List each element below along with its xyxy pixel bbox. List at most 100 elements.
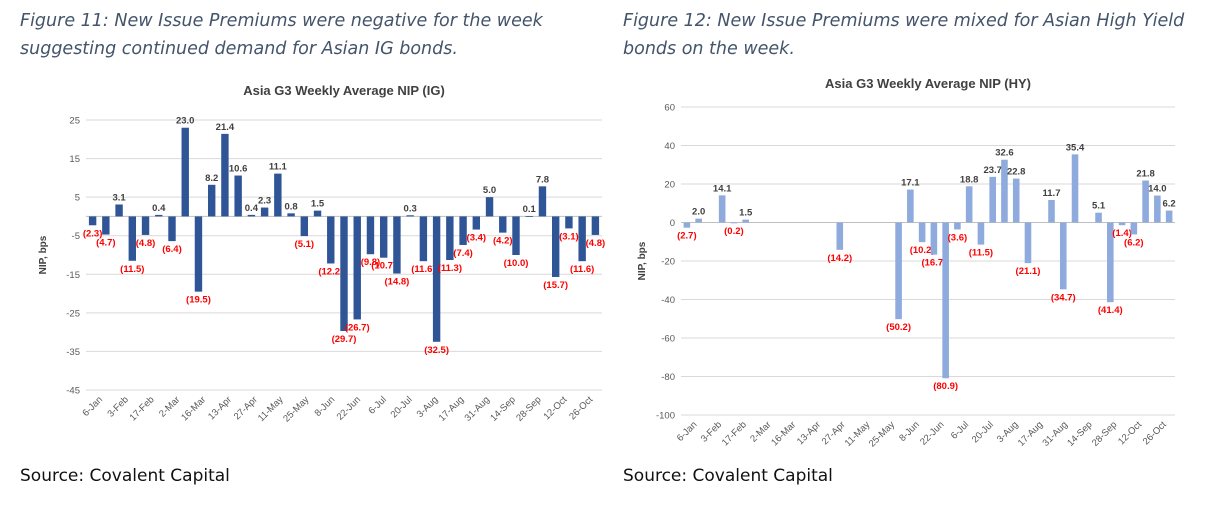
- y-axis-label: NIP, bps: [637, 241, 648, 280]
- y-tick-label: -15: [66, 270, 80, 281]
- bar: [977, 222, 985, 245]
- bar: [565, 216, 573, 229]
- bar: [300, 216, 309, 237]
- bar: [287, 213, 295, 217]
- bar: [1059, 222, 1067, 290]
- x-tick-label: 11-May: [843, 419, 873, 449]
- x-tick-label: 17-Feb: [720, 419, 749, 448]
- x-tick-label: 6-Jan: [675, 419, 700, 444]
- data-label: (10.2): [910, 245, 935, 256]
- x-tick-label: 13-Apr: [795, 419, 823, 447]
- data-label: 0.1: [523, 204, 537, 215]
- data-label: 23.0: [176, 116, 195, 127]
- data-label: 17.1: [901, 178, 920, 189]
- bar: [353, 216, 361, 320]
- data-label: (6.2): [1124, 237, 1144, 248]
- x-tick-label: 31-Aug: [1041, 419, 1070, 448]
- y-tick-label: -60: [661, 334, 675, 345]
- bar: [194, 216, 203, 292]
- data-label: 3.1: [112, 192, 126, 203]
- data-label: (9.8): [361, 257, 381, 268]
- bar: [730, 222, 738, 224]
- bar: [683, 222, 691, 228]
- x-tick-label: 25-May: [867, 419, 897, 449]
- x-tick-label: 25-May: [281, 394, 311, 424]
- data-label: (11.5): [120, 264, 144, 275]
- data-label: (1.4): [1112, 228, 1132, 239]
- chart-title: Asia G3 Weekly Average NIP (IG): [243, 83, 445, 98]
- bar: [366, 216, 375, 255]
- data-label: 23.7: [983, 165, 1002, 176]
- x-tick-label: 6-Jul: [366, 394, 388, 416]
- data-label: 0.4: [152, 203, 166, 214]
- figure-12-source: Source: Covalent Capital: [623, 466, 833, 486]
- data-label: 11.7: [1043, 188, 1061, 199]
- bar: [538, 186, 547, 217]
- bar: [907, 189, 914, 223]
- bar: [1001, 159, 1008, 223]
- bar: [102, 216, 110, 235]
- bar: [1107, 222, 1114, 303]
- x-tick-label: 6-Jan: [80, 394, 105, 419]
- chart-title: Asia G3 Weekly Average NIP (HY): [825, 76, 1031, 91]
- bar: [88, 216, 97, 226]
- data-label: (14.2): [827, 253, 852, 264]
- data-label: 21.4: [216, 122, 235, 133]
- data-label: (11.5): [969, 248, 993, 259]
- x-tick-label: 26-Oct: [1141, 419, 1169, 447]
- bar: [742, 219, 749, 223]
- data-label: (10.7): [371, 261, 396, 272]
- data-label: (10.0): [504, 258, 529, 269]
- data-label: 7.8: [536, 174, 549, 185]
- bar: [551, 216, 560, 277]
- data-label: 2.0: [692, 207, 705, 218]
- y-tick-label: -5: [72, 231, 80, 242]
- y-axis-label: NIP, bps: [38, 235, 49, 274]
- bar: [930, 222, 938, 255]
- x-tick-label: 14-Sep: [1065, 419, 1094, 448]
- bar: [1024, 222, 1032, 264]
- x-tick-label: 22-Jun: [335, 394, 363, 422]
- x-tick-label: 20-Jul: [389, 394, 415, 420]
- bar: [181, 127, 189, 217]
- x-tick-label: 14-Sep: [488, 394, 517, 423]
- caption-line-1: Figure 11: New Issue Premiums were negat…: [20, 11, 543, 31]
- data-label: 5.0: [483, 185, 496, 196]
- data-label: 1.5: [739, 208, 753, 219]
- data-label: (41.4): [1098, 305, 1123, 316]
- data-label: 11.1: [269, 162, 288, 173]
- y-tick-label: -40: [661, 295, 675, 306]
- x-tick-label: 12-Oct: [541, 394, 569, 422]
- y-tick-label: 15: [69, 154, 80, 165]
- data-label: (3.4): [467, 233, 487, 244]
- bar: [1012, 178, 1020, 223]
- bar: [432, 216, 441, 342]
- data-label: (11.6): [570, 264, 594, 275]
- y-tick-label: 0: [670, 218, 675, 229]
- x-tick-label: 11-May: [256, 394, 286, 424]
- data-label: (19.5): [186, 295, 211, 306]
- data-label: (4.7): [96, 238, 116, 249]
- data-label: (21.1): [1016, 266, 1041, 277]
- bar: [340, 216, 348, 331]
- bar: [1142, 180, 1149, 223]
- bar: [512, 216, 520, 255]
- data-label: (2.7): [677, 231, 697, 242]
- bar: [591, 216, 600, 235]
- data-label: (12.2): [318, 266, 343, 277]
- data-label: 18.8: [960, 174, 979, 185]
- bar: [419, 216, 428, 262]
- bar: [459, 216, 467, 245]
- x-tick-label: 31-Aug: [463, 394, 492, 423]
- hy-nip-chart: Asia G3 Weekly Average NIP (HY) NIP, bps 6…: [637, 76, 1176, 450]
- data-label: (0.2): [724, 226, 744, 237]
- bar: [327, 216, 335, 264]
- y-tick-label: -20: [661, 257, 675, 268]
- bar: [1048, 199, 1055, 223]
- bar: [168, 216, 176, 242]
- x-tick-label: 6-Jul: [949, 419, 971, 441]
- y-tick-label: 40: [664, 141, 675, 152]
- bar: [128, 216, 137, 261]
- data-label: (16.7): [921, 258, 946, 269]
- data-label: 1.5: [311, 199, 325, 210]
